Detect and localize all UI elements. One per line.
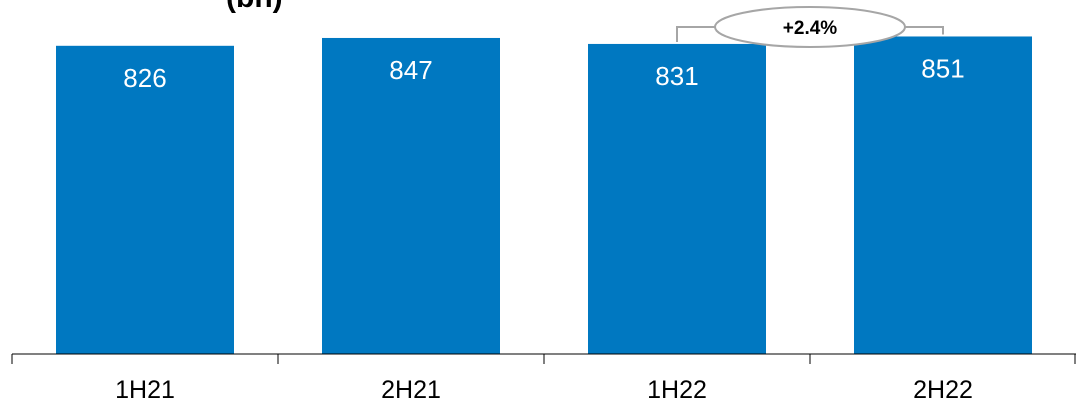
data-label-1h22: 831 — [655, 61, 698, 91]
data-label-1h21: 826 — [123, 63, 166, 93]
x-tick-label-2h21: 2H21 — [381, 376, 441, 404]
x-tick-label-1h21: 1H21 — [115, 376, 175, 404]
bar-1h21 — [56, 45, 234, 355]
growth-callout-label: +2.4% — [783, 18, 838, 39]
x-tick-label-1h22: 1H22 — [647, 376, 707, 404]
bar-2h21 — [322, 37, 500, 355]
data-label-2h21: 847 — [389, 55, 432, 85]
chart-title-fragment: (bn) — [226, 0, 283, 15]
growth-callout-ellipse — [714, 6, 906, 48]
bar-2h22 — [854, 36, 1032, 354]
x-tick-label-2h22: 2H22 — [913, 376, 973, 404]
data-label-2h22: 851 — [921, 53, 964, 83]
bar-1h22 — [588, 43, 766, 354]
